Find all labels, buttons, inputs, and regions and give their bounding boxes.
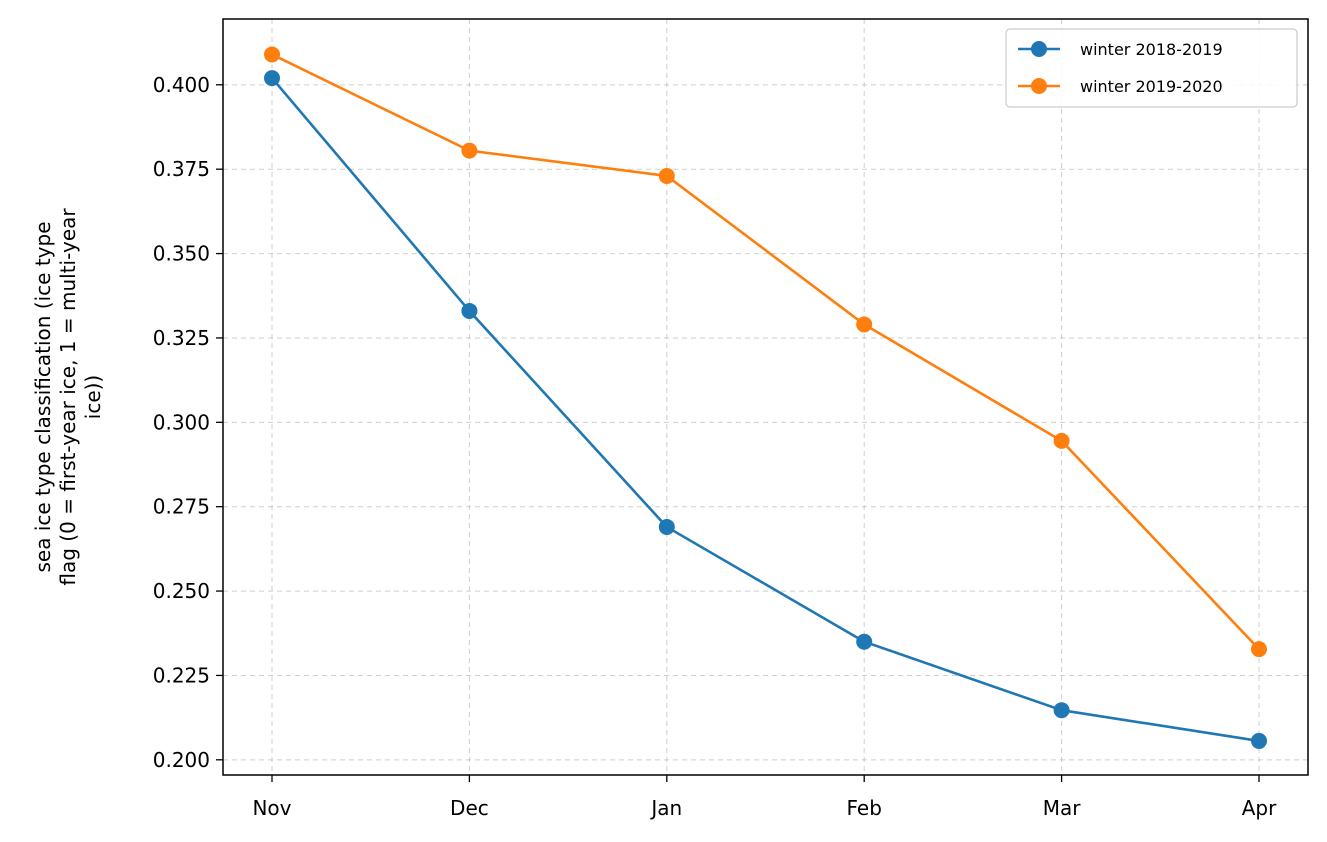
x-tick-label: Nov: [252, 796, 291, 820]
x-tick-label: Mar: [1043, 796, 1082, 820]
plot-area-frame: [222, 18, 1309, 776]
y-tick-label: 0.225: [153, 663, 210, 687]
y-axis-label: sea ice type classification (ice typefla…: [31, 208, 105, 586]
legend-box: [1005, 28, 1298, 108]
series-line: [271, 77, 1260, 743]
grid-lines: [223, 19, 1308, 775]
data-point: [264, 46, 280, 63]
x-tick-label: Apr: [1242, 796, 1277, 820]
series-line: [271, 53, 1260, 651]
y-axis-label-line: sea ice type classification (ice type: [31, 221, 55, 572]
legend-marker: [1031, 78, 1047, 94]
data-point: [461, 142, 478, 159]
data-point: [658, 167, 675, 184]
x-tick-label: Jan: [649, 796, 682, 820]
y-tick-label: 0.275: [153, 495, 210, 519]
data-point: [1053, 432, 1070, 449]
data-point: [856, 633, 873, 650]
x-tick-label: Dec: [450, 796, 489, 820]
data-point: [264, 70, 280, 87]
series-lines: [264, 46, 1267, 749]
y-tick-label: 0.200: [153, 748, 210, 772]
data-point: [461, 302, 478, 319]
legend-label: winter 2018-2019: [1080, 40, 1223, 59]
y-axis-label-line: ice)): [81, 375, 105, 419]
data-point: [1251, 641, 1267, 658]
y-tick-label: 0.250: [153, 579, 210, 603]
x-tick-label: Feb: [846, 796, 881, 820]
legend-marker: [1031, 41, 1047, 57]
y-tick-label: 0.375: [153, 157, 210, 181]
y-tick-label: 0.325: [153, 326, 210, 350]
y-axis: 0.200 0.225 0.250 0.275 0.300 0.325 0.350 0.375…: [153, 73, 223, 772]
data-point: [1251, 732, 1267, 749]
data-point: [658, 518, 675, 535]
x-axis: Nov Dec Jan Feb Mar Apr: [252, 775, 1277, 820]
series-group: [264, 46, 1267, 658]
legend: winter 2018-2019 winter 2019-2020: [1005, 28, 1298, 108]
legend-label: winter 2019-2020: [1080, 77, 1223, 96]
series-group: [264, 70, 1267, 749]
y-axis-label-line: flag (0 = first-year ice, 1 = multi-year: [56, 208, 80, 586]
data-point: [1053, 702, 1070, 719]
y-tick-label: 0.300: [153, 410, 210, 434]
y-tick-label: 0.400: [153, 73, 210, 97]
y-tick-label: 0.350: [153, 242, 210, 266]
data-point: [856, 316, 873, 333]
